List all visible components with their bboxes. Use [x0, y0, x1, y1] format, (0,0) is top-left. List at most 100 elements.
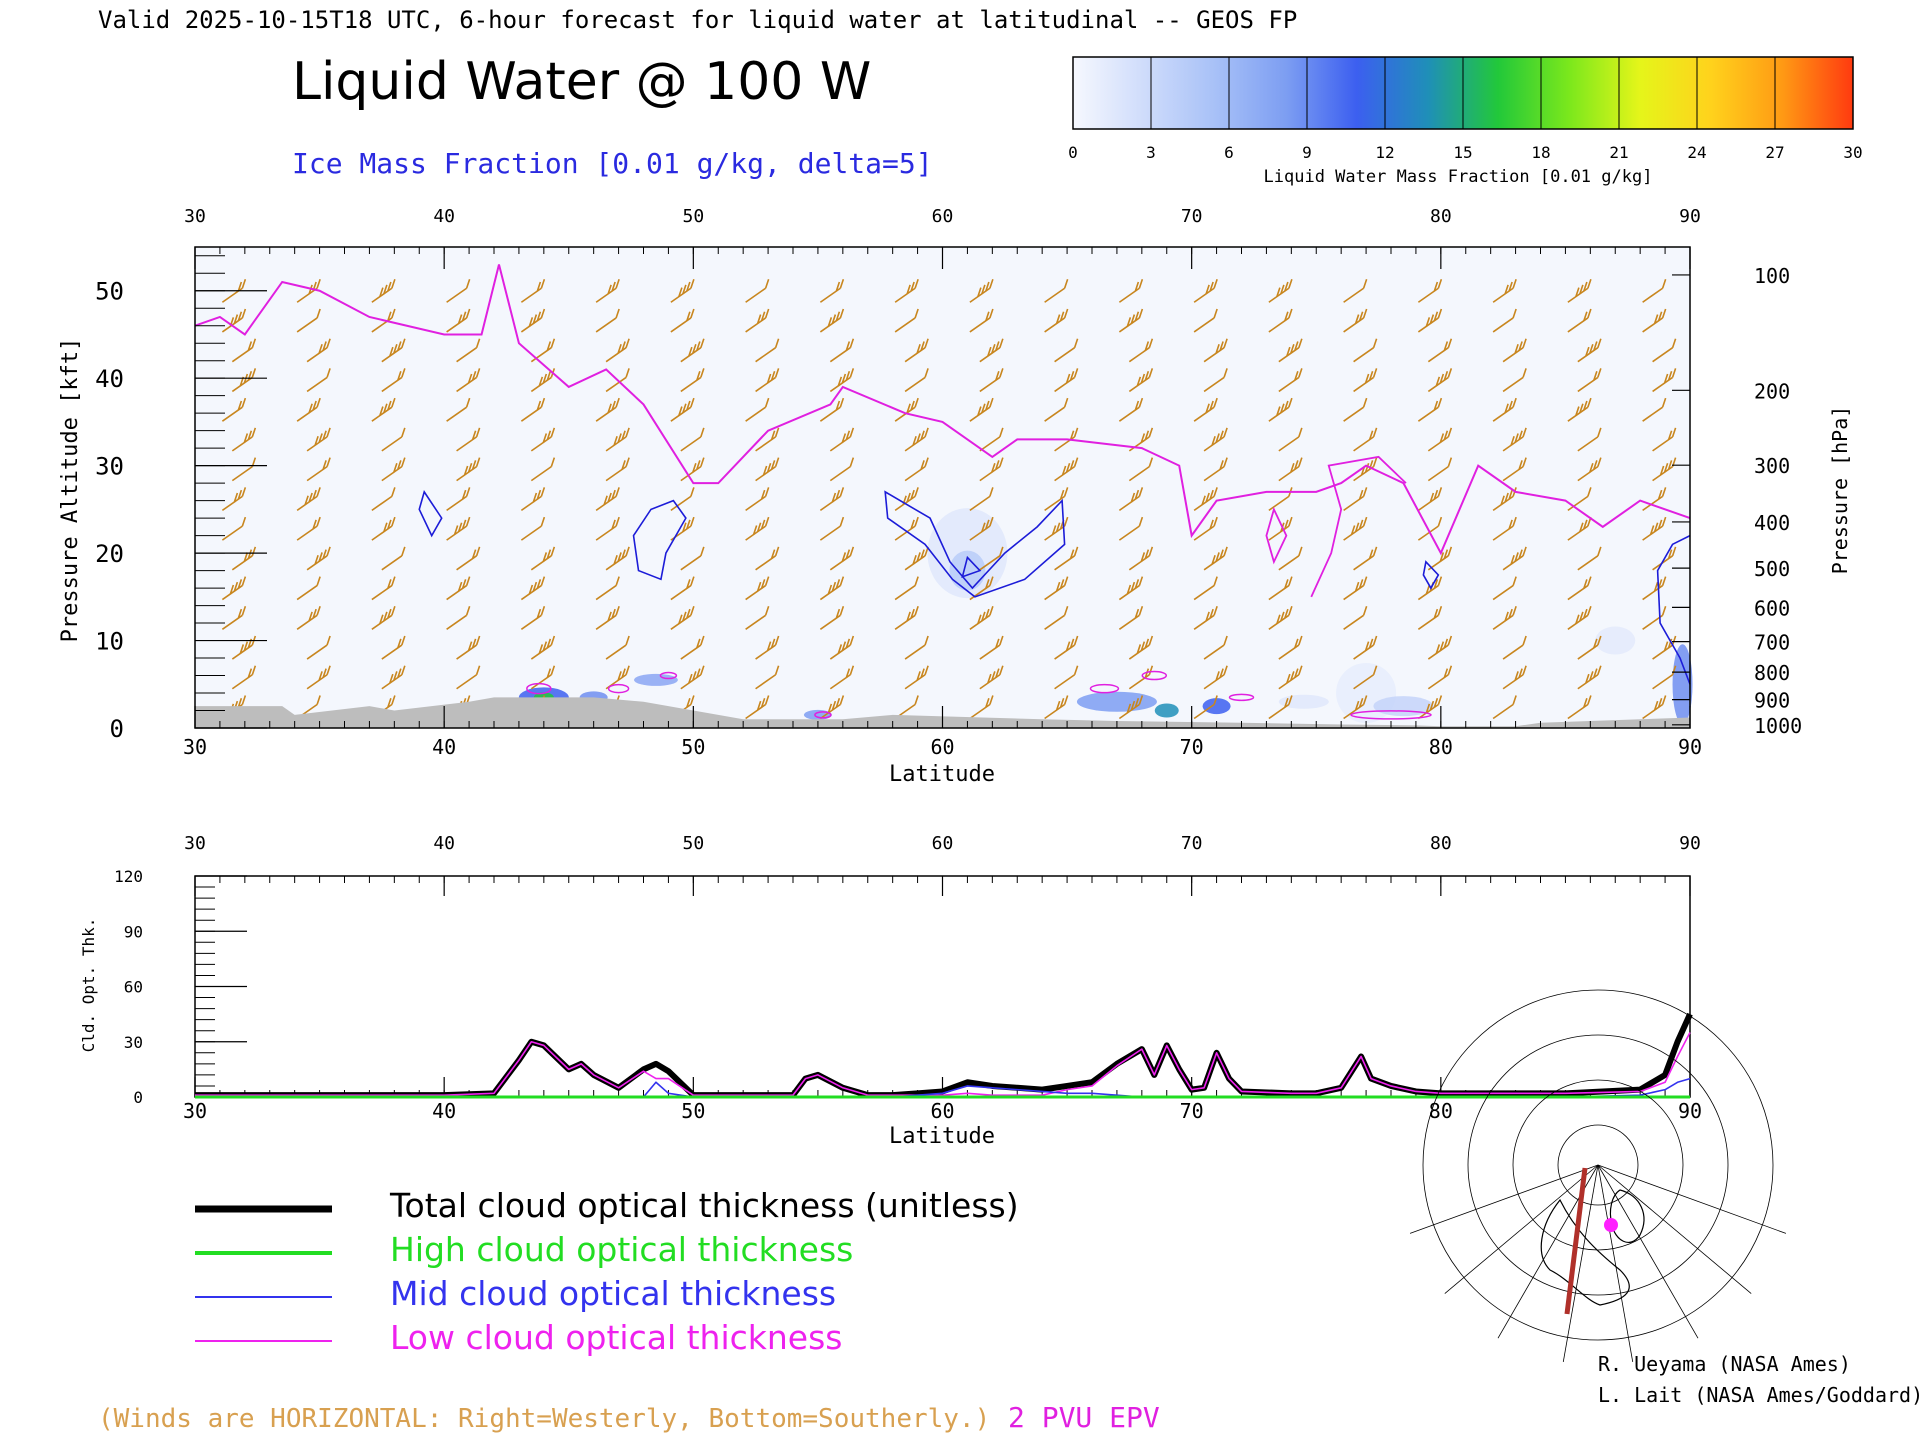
wind-barb-flag	[766, 641, 772, 651]
wind-barb-flag	[475, 665, 481, 676]
wind-barb-flag	[1433, 400, 1439, 411]
wind-barb	[530, 457, 556, 482]
top-xlabel: Latitude	[889, 762, 995, 787]
wind-barb-flag	[1433, 281, 1439, 292]
wind-barb	[595, 516, 620, 541]
wind-barb-flag	[465, 487, 471, 497]
wind-barb-flag	[1288, 278, 1293, 289]
bottom-y-tick-label: 0	[133, 1088, 143, 1107]
bottom-x-tick-label-upper: 40	[433, 833, 455, 854]
wind-barb-flag	[989, 308, 994, 319]
wind-barb-flag	[1209, 400, 1214, 411]
wind-barb-flag	[316, 606, 321, 616]
wind-barb-flag	[682, 284, 687, 295]
wind-barb-flag	[607, 611, 612, 622]
wind-barb	[979, 635, 1004, 660]
wind-barb-flag	[401, 457, 406, 467]
wind-barb	[1492, 308, 1517, 333]
wind-barb-flag	[1354, 522, 1360, 532]
wind-barb	[1118, 308, 1144, 333]
wind-barb-flag	[1671, 546, 1677, 557]
wind-barb-flag	[985, 579, 990, 589]
page-title: Liquid Water @ 100 W	[292, 52, 871, 112]
wind-barb-shaft	[296, 317, 318, 333]
wind-barb-flag	[989, 278, 994, 289]
wind-barb-flag	[995, 668, 1000, 678]
top-plot-background	[195, 247, 1690, 728]
wind-barb-flag	[1433, 579, 1439, 589]
wind-barb	[745, 695, 770, 720]
colorbar-label: Liquid Water Mass Fraction [0.01 g/kg]	[1264, 167, 1653, 187]
wind-barb	[1567, 695, 1592, 720]
wind-barb	[456, 338, 481, 363]
wind-barb-flag	[1213, 397, 1218, 408]
wind-barb-flag	[700, 665, 705, 676]
wind-barb-shaft	[456, 674, 478, 690]
wind-barb-flag	[999, 368, 1004, 378]
wind-barb-flag	[906, 403, 911, 414]
wind-barb	[1193, 516, 1218, 541]
wind-barb	[1652, 665, 1677, 690]
pressure-tick-label: 400	[1754, 511, 1790, 535]
wind-barb	[1502, 665, 1527, 690]
wind-barb-shaft	[1652, 347, 1674, 363]
wind-barb-flag	[835, 281, 841, 292]
wind-barb-shaft	[1502, 644, 1524, 660]
wind-barb-flag	[1138, 606, 1144, 616]
wind-barb-flag	[1223, 457, 1228, 467]
wind-barb	[1427, 665, 1453, 690]
top-x-tick-label-lower: 80	[1429, 735, 1453, 759]
wind-barb-flag	[839, 695, 845, 705]
wind-barb-flag	[690, 308, 695, 319]
wind-barb-flag	[774, 427, 780, 438]
series-line	[195, 1032, 1691, 1096]
wind-barb-shaft	[1353, 674, 1375, 690]
wind-barb-flag	[326, 635, 331, 646]
top-y-tick-label: 40	[95, 365, 124, 393]
wind-barb-flag	[1280, 611, 1285, 622]
wind-barb-flag	[312, 400, 317, 411]
wind-barb	[1118, 487, 1144, 512]
wind-barb	[1343, 397, 1368, 422]
wind-barb-flag	[316, 695, 321, 705]
bottom-x-tick-label-upper: 90	[1679, 833, 1701, 854]
wind-barb-flag	[318, 552, 323, 562]
wind-barb-flag	[550, 457, 556, 467]
wind-barb-flag	[686, 579, 691, 589]
wind-barb-flag	[690, 487, 695, 497]
wind-barb-flag	[536, 311, 542, 322]
wind-barb-flag	[916, 552, 921, 562]
wind-barb	[381, 338, 406, 363]
wind-barb	[1502, 457, 1527, 482]
wind-barb-flag	[615, 278, 620, 289]
wind-barb-flag	[247, 341, 253, 351]
wind-barb-flag	[391, 487, 396, 497]
wind-barb-flag	[827, 584, 833, 595]
inset-meridian	[1597, 1164, 1752, 1294]
wind-barb-flag	[839, 308, 845, 319]
top-y-tick-label: 50	[95, 278, 124, 306]
wind-barb-flag	[1138, 695, 1144, 705]
wind-barb-flag	[613, 436, 618, 446]
wind-barb-flag	[475, 635, 481, 646]
wind-barb-flag	[1508, 608, 1513, 619]
wind-barb	[446, 576, 471, 601]
wind-barb-flag	[1130, 492, 1136, 503]
wind-barb-flag	[625, 338, 630, 348]
valid-line: Valid 2025-10-15T18 UTC, 6-hour forecast…	[98, 6, 1297, 34]
wind-barb-flag	[397, 370, 402, 381]
wind-barb-flag	[1290, 344, 1295, 354]
inset-map-background	[1496, 1164, 1696, 1314]
wind-barb	[1118, 576, 1144, 601]
wind-barb-flag	[603, 495, 608, 506]
wind-barb-flag	[1433, 489, 1439, 500]
wind-barb-flag	[1447, 368, 1453, 378]
wind-barb-flag	[471, 430, 477, 440]
wind-barb-shaft	[1642, 287, 1664, 303]
inset-meridian	[1409, 1164, 1599, 1234]
wind-barb	[1353, 338, 1378, 363]
wind-barb-flag	[233, 492, 239, 503]
wind-barb-flag	[985, 608, 990, 619]
wind-barb-flag	[1518, 341, 1523, 351]
wind-barb-flag	[835, 698, 841, 708]
